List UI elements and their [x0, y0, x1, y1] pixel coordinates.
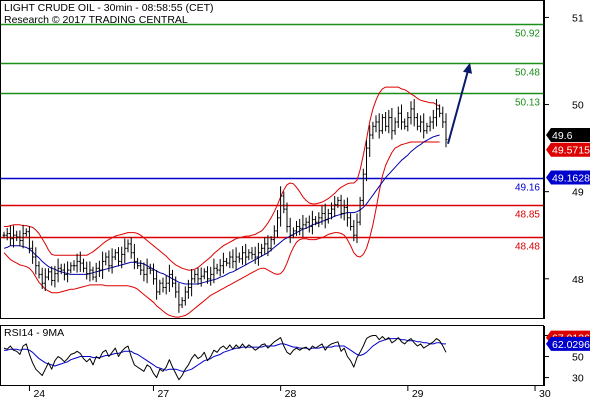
- date-tick-label: 30: [539, 388, 551, 400]
- level-label-48-85: 48.85: [515, 210, 540, 221]
- price-tick-label: 48: [572, 274, 584, 286]
- research-credit: Research © 2017 TRADING CENTRAL: [4, 14, 188, 26]
- price-tick-label: 51: [572, 12, 584, 24]
- price-tick-label: 50: [572, 100, 584, 112]
- rsi-title: RSI14 - 9MA: [4, 327, 64, 339]
- price-tick-label: 49: [572, 187, 584, 199]
- pivot-value-tag: 49.1628: [546, 170, 590, 184]
- rsi-tick-label: 30: [572, 373, 584, 385]
- chart-title: LIGHT CRUDE OIL - 30min - 08:58:55 (CET): [4, 2, 213, 14]
- band-value-tag-text: 49.5715: [552, 145, 590, 157]
- last-price-tag-text: 49.6: [552, 130, 573, 142]
- rsi-tags: 67.913662.0296: [546, 331, 590, 351]
- pivot-value-tag-text: 49.1628: [552, 172, 590, 184]
- rsi-tick-label: 50: [572, 352, 584, 364]
- date-tick-label: 28: [285, 388, 297, 400]
- date-tick-label: 27: [157, 388, 169, 400]
- band-value-tag: 49.5715: [546, 143, 590, 157]
- level-label-50-92: 50.92: [515, 29, 540, 40]
- rsi-ma-value-tag-text: 62.0296: [552, 339, 590, 351]
- price-tags: 49.6 49.5715 49.1628: [546, 128, 590, 184]
- last-price-tag: 49.6: [546, 128, 590, 142]
- level-label-50-13: 50.13: [515, 98, 540, 109]
- date-tick-label: 29: [412, 388, 424, 400]
- level-label-49-16: 49.16: [515, 183, 540, 194]
- level-label-50-48: 50.48: [515, 68, 540, 79]
- level-label-48-48: 48.48: [515, 242, 540, 253]
- rsi-ma-value-tag: 62.0296: [546, 337, 590, 351]
- date-tick-label: 24: [33, 388, 45, 400]
